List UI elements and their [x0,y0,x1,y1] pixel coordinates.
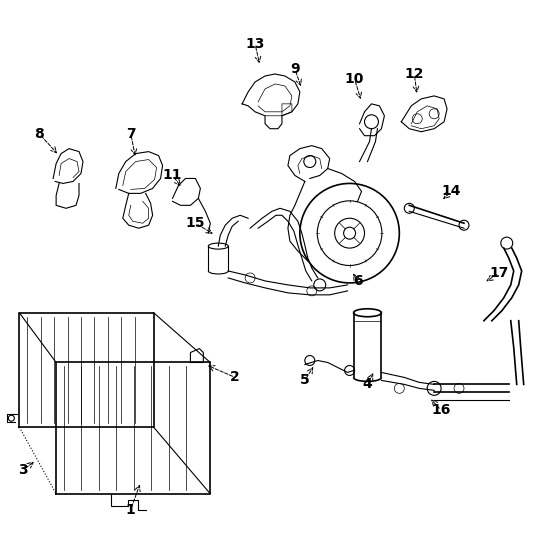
Text: 3: 3 [18,463,28,477]
Circle shape [344,227,356,239]
Text: 14: 14 [441,184,461,198]
Text: 4: 4 [363,377,373,391]
Text: 5: 5 [300,374,310,387]
Text: 12: 12 [405,67,424,81]
Text: 17: 17 [489,266,509,280]
Text: 13: 13 [245,37,265,51]
Circle shape [404,203,414,213]
Text: 15: 15 [186,216,205,230]
Circle shape [459,220,469,230]
Text: 9: 9 [290,62,300,76]
Text: 6: 6 [353,274,362,288]
Text: 8: 8 [34,127,44,141]
Text: 11: 11 [163,168,182,182]
Text: 16: 16 [431,403,451,417]
Text: 2: 2 [230,370,240,384]
Text: 1: 1 [126,503,135,516]
Text: 10: 10 [345,72,364,86]
Text: 7: 7 [126,127,135,141]
